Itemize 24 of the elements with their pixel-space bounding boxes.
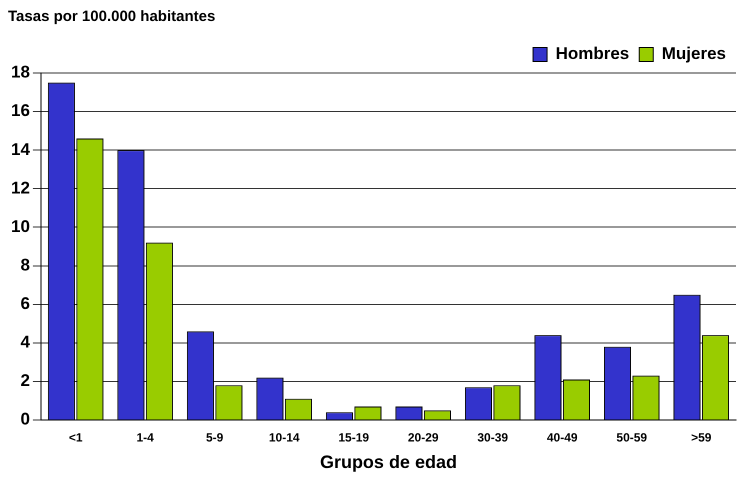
x-axis-title: Grupos de edad (320, 452, 457, 472)
chart-title: Tasas por 100.000 habitantes (8, 8, 216, 26)
x-tick-label: 20-29 (408, 430, 439, 445)
y-tick-label: 10 (10, 216, 30, 236)
y-tick-label: 12 (10, 178, 30, 198)
x-tick-label: 15-19 (338, 430, 370, 445)
x-tick-label: 10-14 (268, 430, 300, 445)
y-tick-label: 14 (10, 140, 30, 159)
y-tick-label: 6 (20, 294, 30, 314)
y-tick-label: 2 (20, 371, 30, 390)
x-tick-label: 50-59 (616, 430, 648, 445)
y-tick-label: 16 (10, 101, 30, 120)
x-tick-label: 1-4 (136, 430, 154, 445)
x-tick-label: <1 (68, 430, 83, 445)
y-tick-label: 18 (10, 62, 30, 82)
y-tick-label: 0 (20, 410, 30, 429)
y-tick-label: 4 (20, 332, 30, 352)
legend-label: Hombres (556, 44, 630, 64)
y-tick-label: 8 (20, 255, 30, 274)
legend-label: Mujeres (662, 44, 726, 64)
x-tick-label: 40-49 (546, 430, 578, 445)
x-tick-label: 30-39 (477, 430, 508, 445)
x-tick-label: >59 (691, 430, 712, 445)
x-tick-label: 5-9 (206, 430, 224, 445)
